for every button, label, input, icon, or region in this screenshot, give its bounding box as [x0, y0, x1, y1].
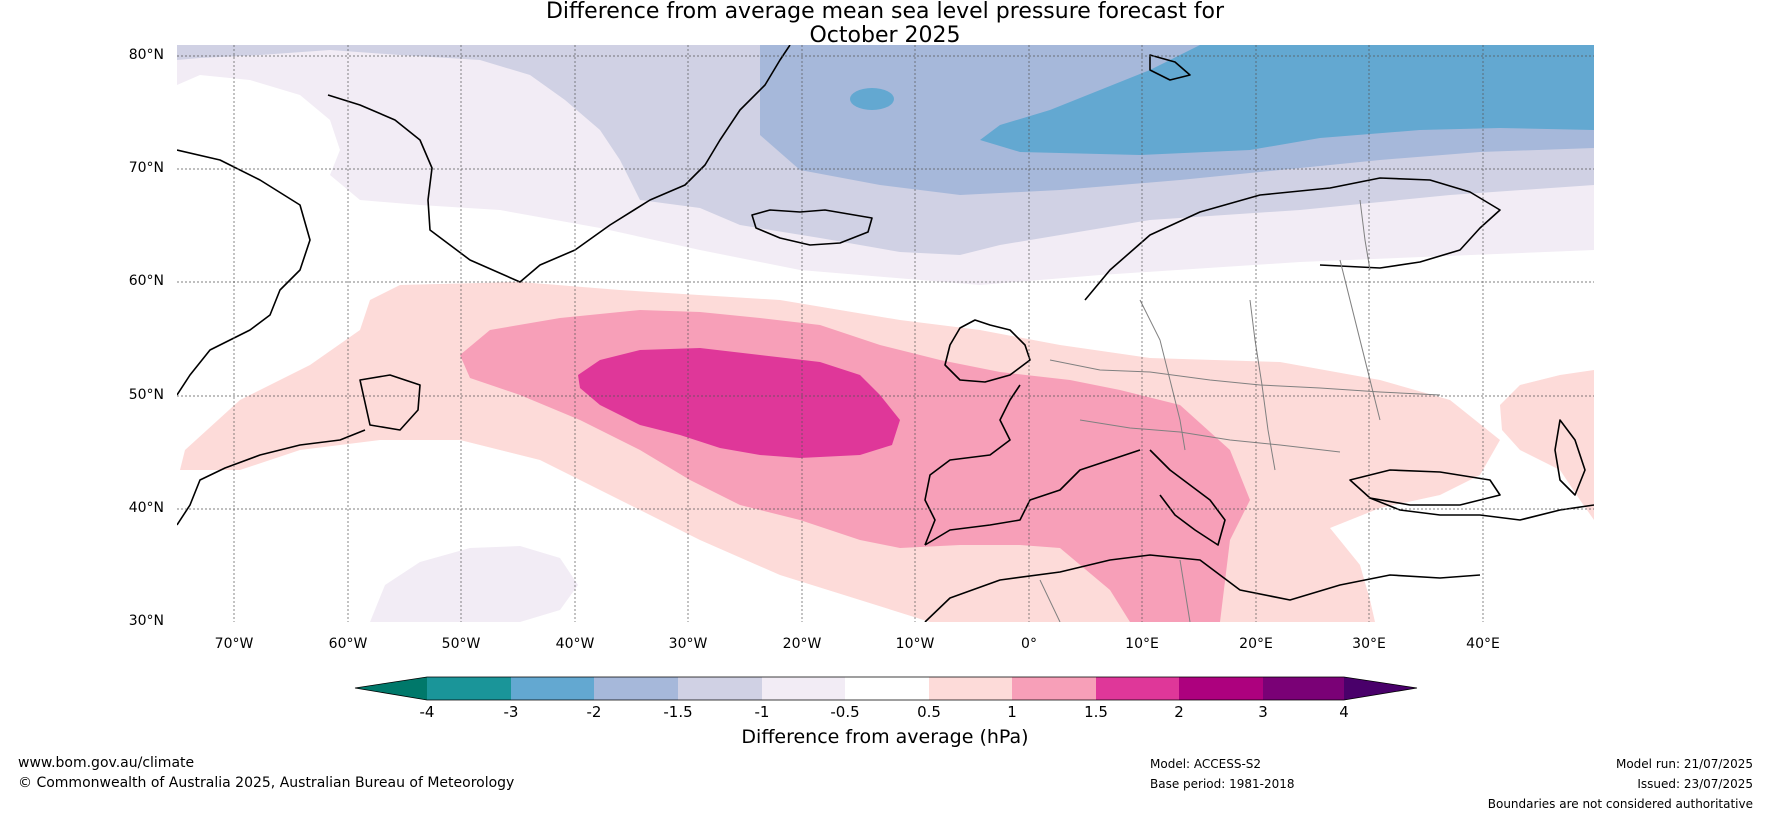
lon-label-10e: 10°E: [1125, 636, 1159, 652]
lon-label-30e: 30°E: [1352, 636, 1386, 652]
lat-label-40n: 40°N: [128, 500, 164, 516]
border-g: [1179, 559, 1191, 622]
newfoundland-coast: [359, 374, 421, 431]
boundary-disclaimer: Boundaries are not considered authoritat…: [1487, 797, 1753, 811]
contour-minus-2-patch: [850, 88, 894, 110]
colorbar-tick-label: -1: [754, 703, 770, 721]
colorbar-cell-5: [762, 677, 845, 700]
colorbar-tick-label: -2: [586, 703, 602, 721]
title-line-1: Difference from average mean sea level p…: [545, 0, 1225, 24]
title-line-2: October 2025: [809, 23, 961, 48]
colorbar-tick-label: 4: [1339, 703, 1349, 721]
caspian-coast: [1554, 419, 1586, 496]
colorbar-tick-label: -3: [503, 703, 519, 721]
greenland-coast: [327, 45, 791, 283]
chart-title: Difference from average mean sea level p…: [0, 0, 1770, 48]
black-sea-coast: [1349, 469, 1501, 506]
model-run-date: Model run: 21/07/2025: [1615, 757, 1753, 771]
colorbar-max-arrow: [1344, 677, 1417, 700]
turkey-coast: [1369, 497, 1594, 521]
lon-label-20w: 20°W: [782, 636, 822, 652]
lon-label-0: 0°: [1021, 636, 1037, 652]
iceland-coast: [751, 209, 873, 246]
lon-label-20e: 20°E: [1239, 636, 1273, 652]
border-d: [1249, 299, 1276, 471]
canada-coast: [177, 149, 311, 396]
colorbar-cell-8: [1012, 677, 1096, 700]
lat-label-30n: 30°N: [128, 613, 164, 629]
border-b: [1079, 419, 1341, 453]
border-a: [1049, 359, 1441, 396]
border-e: [1339, 259, 1381, 421]
lon-label-60w: 60°W: [328, 636, 368, 652]
lat-label-70n: 70°N: [128, 160, 164, 176]
italy-coast: [1149, 449, 1226, 546]
colorbar-cell-10: [1179, 677, 1263, 700]
graticule: [177, 45, 1594, 622]
coastlines: [177, 45, 1594, 622]
issued-date: Issued: 23/07/2025: [1637, 777, 1753, 791]
colorbar-tick-label: 2: [1174, 703, 1184, 721]
contour-minus-0-5-south: [370, 546, 578, 622]
iberia-coast: [924, 449, 1141, 546]
europe-west-coast: [924, 384, 1021, 546]
colorbar-label: Difference from average (hPa): [741, 726, 1029, 748]
lon-label-50w: 50°W: [441, 636, 481, 652]
lon-label-40e: 40°E: [1466, 636, 1500, 652]
colorbar-tick-label: -0.5: [830, 703, 860, 721]
colorbar-tick-label: 1: [1007, 703, 1017, 721]
colorbar-cell-9: [1096, 677, 1179, 700]
lat-label-60n: 60°N: [128, 273, 164, 289]
colorbar-tick-label: -1.5: [663, 703, 693, 721]
colorbar-tick-label: 0.5: [917, 703, 941, 721]
colorbar-cell-6: [845, 677, 929, 700]
colorbar-cell-3: [594, 677, 678, 700]
lat-label-50n: 50°N: [128, 387, 164, 403]
contour-minus-2: [980, 45, 1594, 155]
scandinavia-coast: [1084, 177, 1501, 301]
lon-label-10w: 10°W: [895, 636, 935, 652]
colorbar-outline: [354, 676, 1418, 701]
border-c: [1139, 299, 1186, 451]
colorbar-cell-7: [929, 677, 1012, 700]
british-isles-coast: [944, 319, 1031, 383]
model-name: Model: ACCESS-S2: [1150, 757, 1262, 771]
base-period: Base period: 1981-2018: [1150, 777, 1295, 791]
north-africa-coast: [924, 554, 1481, 622]
colorbar-cell-4: [678, 677, 762, 700]
north-america-east-coast: [177, 429, 366, 526]
border-h: [1359, 199, 1371, 271]
svalbard-coast: [1149, 54, 1191, 81]
lon-label-30w: 30°W: [668, 636, 708, 652]
copyright-notice: © Commonwealth of Australia 2025, Austra…: [18, 775, 515, 791]
contour-plus-1-5: [578, 348, 900, 458]
lon-label-40w: 40°W: [555, 636, 595, 652]
border-f: [1039, 579, 1061, 622]
colorbar-min-arrow: [355, 677, 427, 700]
colorbar-tick-label: 3: [1258, 703, 1268, 721]
colorbar-cell-11: [1263, 677, 1344, 700]
lon-label-70w: 70°W: [214, 636, 254, 652]
colorbar-cell-1: [427, 677, 511, 700]
colorbar-tick-label: 1.5: [1084, 703, 1108, 721]
contour-plus-0-5-east: [1500, 370, 1594, 520]
website-link[interactable]: www.bom.gov.au/climate: [18, 755, 195, 771]
colorbar-tick-label: -4: [419, 703, 435, 721]
lat-label-80n: 80°N: [128, 47, 164, 63]
country-borders: [1039, 199, 1441, 622]
colorbar-cell-2: [511, 677, 594, 700]
